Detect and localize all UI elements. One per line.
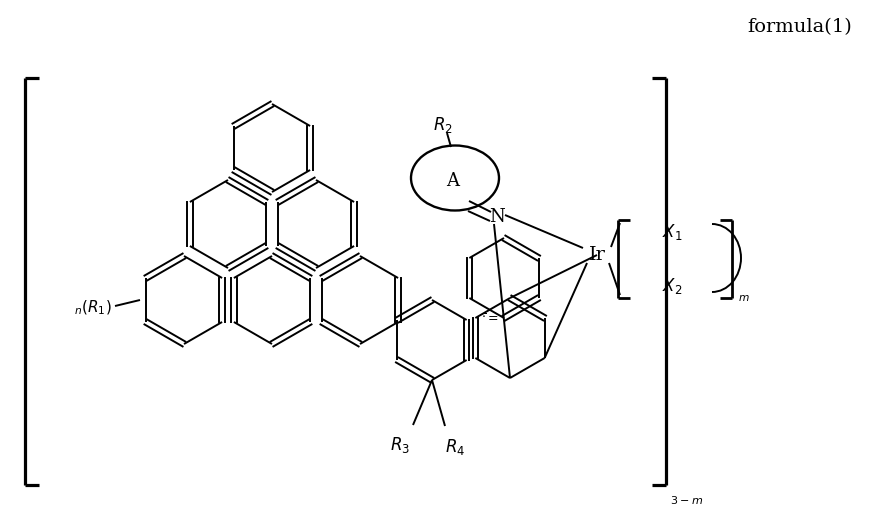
Text: formula(1): formula(1) xyxy=(747,18,852,36)
Text: $_n(R_1)$: $_n(R_1)$ xyxy=(74,299,112,317)
Text: A: A xyxy=(446,172,460,190)
Text: $R_3$: $R_3$ xyxy=(390,435,410,455)
Text: $X_2$: $X_2$ xyxy=(662,276,682,296)
Text: $_{3-m}$: $_{3-m}$ xyxy=(670,490,703,507)
Text: $_m$: $_m$ xyxy=(738,290,750,304)
Text: $R_4$: $R_4$ xyxy=(445,437,465,457)
Text: N: N xyxy=(490,208,505,226)
Text: $\overline{\cdot}=$: $\overline{\cdot}=$ xyxy=(482,312,499,324)
Text: $X_1$: $X_1$ xyxy=(662,222,683,242)
Text: Ir: Ir xyxy=(588,246,605,264)
Text: $R_2$: $R_2$ xyxy=(433,115,452,135)
